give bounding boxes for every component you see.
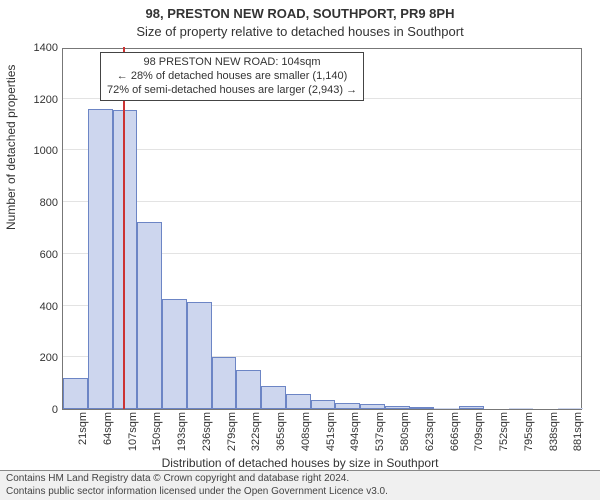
x-tick-label: 838sqm <box>548 412 560 472</box>
annotation-line: 98 PRESTON NEW ROAD: 104sqm <box>107 56 357 70</box>
x-tick-label: 64sqm <box>102 412 114 472</box>
x-tick-label: 236sqm <box>201 412 213 472</box>
y-tick-label: 0 <box>8 404 58 416</box>
property-marker-line <box>123 47 125 409</box>
histogram-bar <box>360 404 385 409</box>
x-tick-label: 795sqm <box>523 412 535 472</box>
annotation-line: 72% of semi-detached houses are larger (… <box>107 84 357 98</box>
histogram-bar <box>459 406 484 409</box>
histogram-bar <box>212 357 237 409</box>
footer-line-1: Contains HM Land Registry data © Crown c… <box>6 473 594 486</box>
y-tick-label: 1400 <box>8 42 58 54</box>
page-title-line2: Size of property relative to detached ho… <box>0 24 600 39</box>
x-tick-label: 580sqm <box>399 412 411 472</box>
histogram-bar <box>335 403 360 409</box>
x-tick-label: 537sqm <box>374 412 386 472</box>
x-tick-label: 666sqm <box>449 412 461 472</box>
y-tick-label: 800 <box>8 197 58 209</box>
histogram-bar <box>286 394 311 410</box>
y-tick-label: 200 <box>8 352 58 364</box>
histogram-bar <box>434 408 459 409</box>
y-tick-label: 1200 <box>8 94 58 106</box>
x-tick-label: 279sqm <box>226 412 238 472</box>
x-tick-label: 193sqm <box>176 412 188 472</box>
x-tick-label: 408sqm <box>300 412 312 472</box>
x-tick-label: 451sqm <box>325 412 337 472</box>
x-tick-label: 107sqm <box>127 412 139 472</box>
histogram-bar <box>162 299 187 409</box>
histogram-bar <box>113 110 138 409</box>
histogram-bar <box>137 222 162 409</box>
y-tick-label: 400 <box>8 301 58 313</box>
x-tick-label: 881sqm <box>572 412 584 472</box>
annotation-line: ← 28% of detached houses are smaller (1,… <box>107 70 357 84</box>
histogram-bar <box>509 408 534 409</box>
page-title-line1: 98, PRESTON NEW ROAD, SOUTHPORT, PR9 8PH <box>0 6 600 21</box>
x-tick-label: 365sqm <box>275 412 287 472</box>
histogram-bar <box>385 406 410 409</box>
x-tick-label: 709sqm <box>473 412 485 472</box>
histogram-bar <box>410 407 435 409</box>
x-tick-label: 752sqm <box>498 412 510 472</box>
histogram-bar <box>558 408 583 409</box>
attribution-footer: Contains HM Land Registry data © Crown c… <box>0 470 600 500</box>
gridline <box>63 149 581 150</box>
plot-area <box>62 48 582 410</box>
x-tick-label: 623sqm <box>424 412 436 472</box>
x-tick-label: 322sqm <box>250 412 262 472</box>
histogram-bar <box>236 370 261 409</box>
x-tick-label: 150sqm <box>151 412 163 472</box>
gridline <box>63 201 581 202</box>
histogram-bar <box>88 109 113 409</box>
y-tick-label: 600 <box>8 249 58 261</box>
x-tick-label: 21sqm <box>77 412 89 472</box>
histogram-bar <box>311 400 336 409</box>
histogram-bar <box>187 302 212 409</box>
x-tick-label: 494sqm <box>349 412 361 472</box>
y-tick-label: 1000 <box>8 145 58 157</box>
property-size-histogram: 98, PRESTON NEW ROAD, SOUTHPORT, PR9 8PH… <box>0 0 600 500</box>
histogram-bar <box>63 378 88 409</box>
footer-line-2: Contains public sector information licen… <box>6 486 594 499</box>
property-annotation-box: 98 PRESTON NEW ROAD: 104sqm← 28% of deta… <box>100 52 364 101</box>
histogram-bar <box>261 386 286 409</box>
